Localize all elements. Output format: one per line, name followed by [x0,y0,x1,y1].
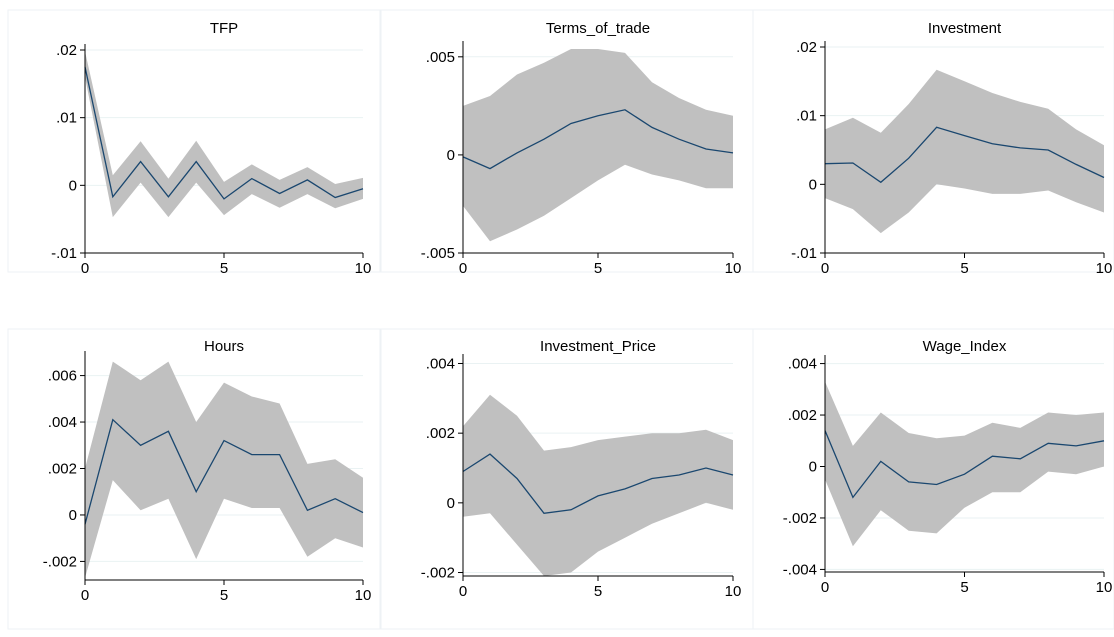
response-line [824,126,1105,184]
confidence-band [463,394,733,576]
y-tick-label: .02 [796,39,817,56]
x-tick-label: 10 [1096,579,1113,596]
y-tick-label: .006 [48,368,77,385]
y-tick-label: .01 [56,110,77,127]
y-tick-label: -.005 [421,245,455,262]
y-tick-label: -.01 [51,245,77,262]
y-tick-label: .002 [426,425,455,442]
y-tick-label: 0 [69,507,77,524]
x-tick-label: 10 [355,260,372,277]
panel-border [752,9,1114,273]
confidence-band [85,361,363,578]
y-tick-label: -.002 [43,553,77,570]
y-tick-label: .004 [426,355,455,372]
y-tick-label: -.004 [783,561,817,578]
x-tick-label: 0 [459,583,467,600]
x-tick-label: 10 [725,260,742,277]
panel-wage-index: -.004 -.002 0 .002 .004 0 5 10 Wage_Index [752,328,1114,630]
confidence-band [825,381,1104,547]
confidence-band [85,51,363,218]
x-tick-label: 5 [594,260,602,277]
panel-border [7,328,381,630]
response-line [462,109,734,170]
response-line [824,430,1105,499]
y-tick-label: 0 [69,177,77,194]
panel-border [752,328,1114,630]
x-tick-label: 5 [220,587,228,604]
confidence-band [825,69,1104,234]
y-tick-label: -.01 [791,245,817,262]
x-tick-label: 5 [220,260,228,277]
y-tick-label: .002 [48,461,77,478]
panel-title: Hours [204,338,244,355]
panel-title: Investment_Price [540,338,656,355]
panel-title: Wage_Index [923,338,1007,355]
x-tick-label: 5 [960,579,968,596]
response-line [462,453,734,514]
panel-border [7,9,381,273]
panel-title: Investment [928,20,1002,37]
y-tick-label: 0 [809,459,817,476]
y-tick-label: .004 [788,356,817,373]
y-tick-label: 0 [809,176,817,193]
x-tick-label: 0 [459,260,467,277]
x-tick-label: 5 [960,260,968,277]
confidence-band [463,49,733,242]
x-tick-label: 10 [725,583,742,600]
x-tick-label: 10 [355,587,372,604]
x-tick-label: 0 [81,587,89,604]
x-tick-label: 0 [821,260,829,277]
x-tick-label: 10 [1096,260,1113,277]
y-tick-label: 0 [447,147,455,164]
y-tick-label: .02 [56,42,77,59]
x-tick-label: 5 [594,583,602,600]
y-tick-label: -.002 [783,510,817,527]
y-tick-label: .005 [426,49,455,66]
x-tick-label: 0 [81,260,89,277]
y-tick-label: .002 [788,407,817,424]
y-tick-label: .004 [48,414,77,431]
y-tick-label: .01 [796,108,817,125]
panel-title: TFP [210,20,238,37]
y-tick-label: 0 [447,495,455,512]
response-line [84,418,364,525]
y-tick-label: -.002 [421,565,455,582]
response-line [84,66,364,200]
x-tick-label: 0 [821,579,829,596]
panel-title: Terms_of_trade [546,20,650,37]
